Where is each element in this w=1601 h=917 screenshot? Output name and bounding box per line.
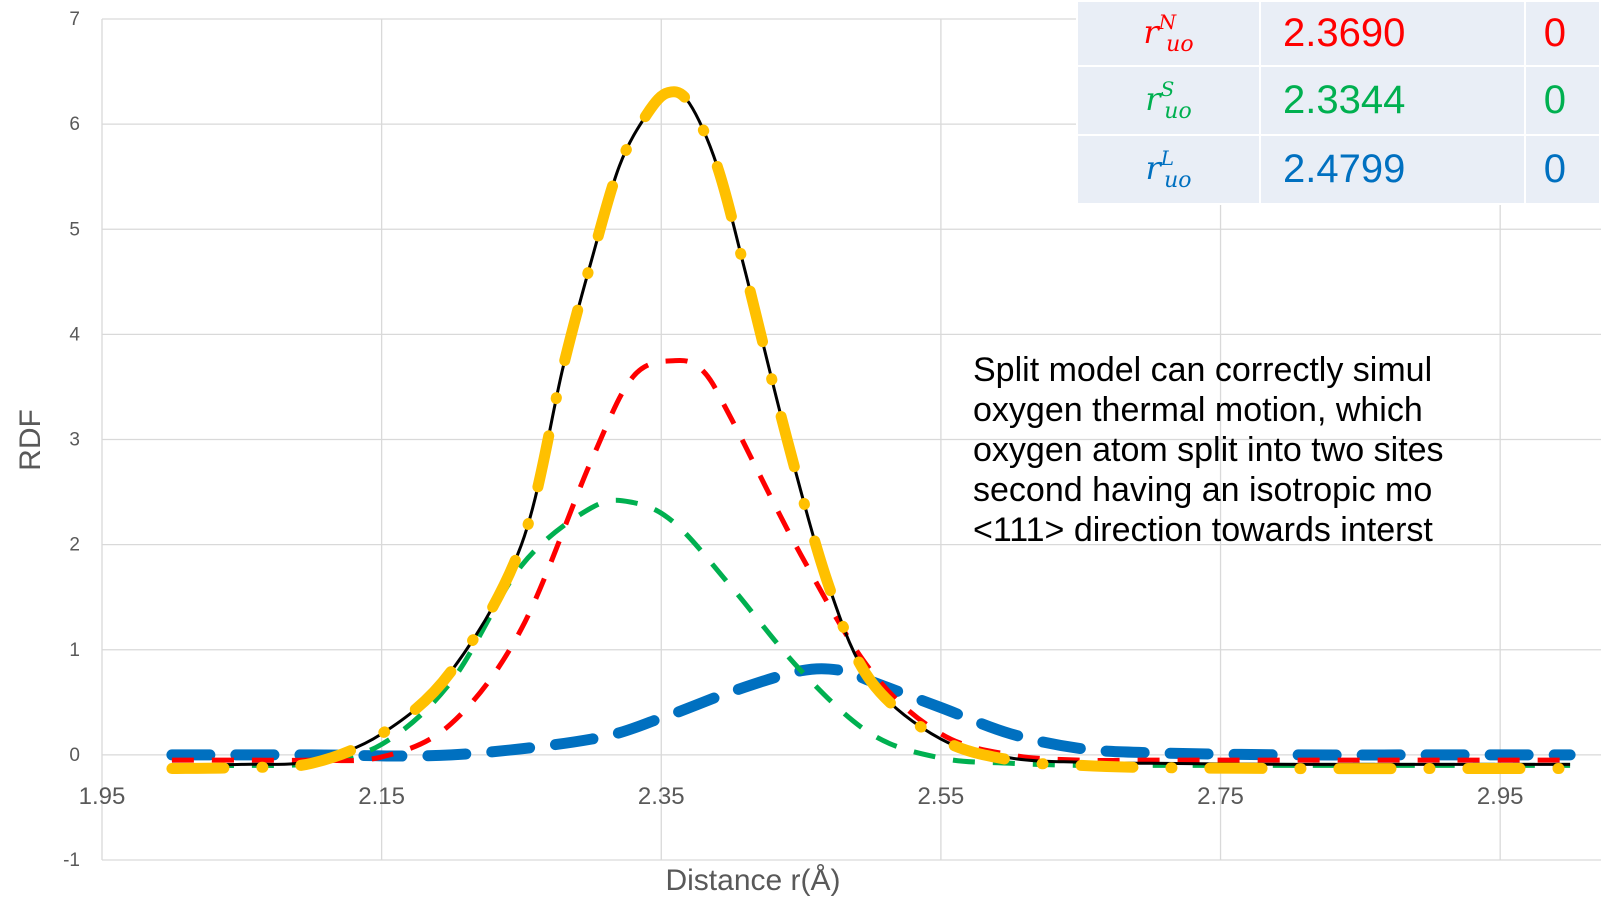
y-axis-title: RDF — [14, 409, 47, 471]
x-tick-label: 2.35 — [638, 783, 685, 810]
extra-cell: 0 — [1523, 134, 1601, 205]
x-tick-label: 2.55 — [918, 783, 965, 810]
y-tick-label: -1 — [63, 850, 80, 871]
x-axis-title: Distance r(Å) — [665, 864, 840, 897]
symbol-cell: rSuo — [1076, 65, 1261, 136]
x-tick-label: 2.75 — [1197, 783, 1244, 810]
y-tick-label: 6 — [69, 114, 80, 135]
x-tick-labels: 1.95 2.15 2.35 2.55 2.75 2.95 — [79, 783, 1524, 810]
y-tick-label: 5 — [69, 219, 80, 240]
series-line-long — [166, 663, 1576, 762]
symbol-cell: rNuo — [1076, 0, 1261, 67]
table-row: rLuo 2.4799 0 — [1076, 134, 1601, 205]
y-tick-label: 1 — [69, 640, 80, 661]
symbol-cell: rLuo — [1076, 134, 1261, 205]
annotation-line: <111> direction towards interst — [973, 511, 1433, 549]
value-cell: 2.3344 — [1258, 65, 1526, 136]
value-cell: 2.4799 — [1258, 134, 1526, 205]
y-tick-label: 2 — [69, 535, 80, 556]
x-tick-label: 1.95 — [79, 783, 126, 810]
table-row: rSuo 2.3344 0 — [1076, 65, 1601, 136]
table-row: rNuo 2.3690 0 — [1076, 0, 1601, 67]
y-tick-label: 0 — [69, 745, 80, 766]
y-tick-label: 3 — [69, 430, 80, 451]
series-line-sum — [166, 86, 1576, 775]
x-tick-label: 2.15 — [358, 783, 405, 810]
annotation-text: Split model can correctly simul oxygen t… — [973, 350, 1601, 550]
value-cell: 2.3690 — [1258, 0, 1526, 67]
grid-lines — [101, 18, 1601, 861]
series-line-normal — [171, 357, 1571, 764]
annotation-line: oxygen atom split into two sites — [973, 431, 1444, 469]
parameter-table: rNuo 2.3690 0 rSuo 2.3344 0 rLuo 2.4799 … — [1076, 0, 1601, 205]
y-tick-labels: -1 0 1 2 3 4 5 6 7 — [63, 9, 80, 871]
x-tick-label: 2.95 — [1477, 783, 1524, 810]
y-tick-label: 4 — [69, 324, 80, 345]
series-group — [166, 86, 1576, 775]
extra-cell: 0 — [1523, 65, 1601, 136]
extra-cell: 0 — [1523, 0, 1601, 67]
annotation-line: Split model can correctly simul — [973, 351, 1433, 389]
y-tick-label: 7 — [69, 9, 80, 30]
annotation-line: second having an isotropic mo — [973, 471, 1433, 509]
annotation-line: oxygen thermal motion, which — [973, 391, 1423, 429]
